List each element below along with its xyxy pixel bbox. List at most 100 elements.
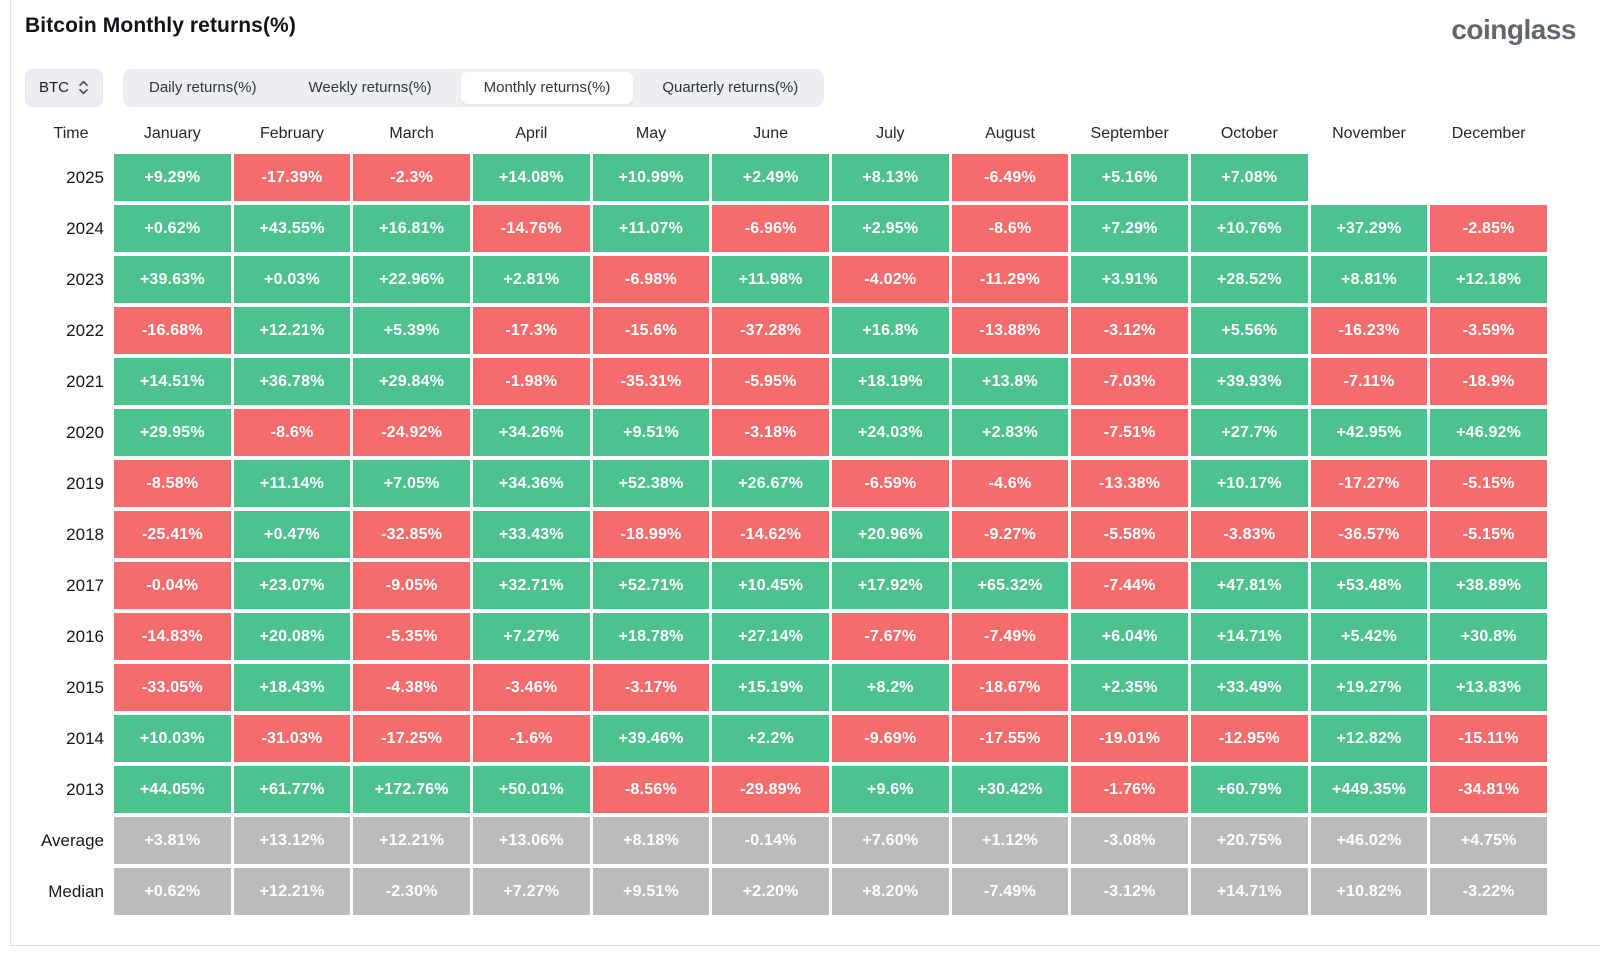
- return-cell: -1.98%: [472, 358, 590, 405]
- return-cell: +50.01%: [472, 766, 590, 813]
- row-label: 2013: [66, 779, 104, 799]
- return-cell: +14.51%: [114, 358, 231, 405]
- return-cell: +13.83%: [1430, 664, 1547, 711]
- return-cell: -15.11%: [1430, 715, 1547, 762]
- return-cell: +11.07%: [592, 205, 710, 252]
- row-label: 2015: [66, 677, 104, 697]
- tab-weekly-returns[interactable]: Weekly returns(%): [283, 69, 458, 107]
- return-cell: +61.77%: [233, 766, 351, 813]
- return-cell: -3.08%: [1071, 817, 1188, 864]
- return-cell: +12.21%: [233, 868, 351, 915]
- return-cell: -17.27%: [1310, 460, 1428, 507]
- return-cell: -5.95%: [712, 358, 829, 405]
- return-cell: [1311, 154, 1428, 201]
- return-cell: +3.81%: [114, 817, 231, 864]
- return-cell: +14.71%: [1190, 868, 1308, 915]
- return-cell: -14.83%: [114, 613, 231, 660]
- return-cell: -6.59%: [831, 460, 949, 507]
- return-cell: -8.6%: [951, 205, 1069, 252]
- return-cell: +24.03%: [831, 409, 949, 456]
- page-container: Bitcoin Monthly returns(%) coinglass BTC…: [10, 0, 1600, 946]
- return-cell: +2.95%: [831, 205, 949, 252]
- page-title: Bitcoin Monthly returns(%): [25, 14, 296, 37]
- month-column-header: July: [876, 124, 905, 142]
- return-cell: -29.89%: [712, 766, 829, 813]
- symbol-selector[interactable]: BTC: [25, 68, 103, 107]
- return-cell: +7.60%: [831, 817, 949, 864]
- return-cell: +33.43%: [472, 511, 590, 558]
- return-cell: +34.26%: [472, 409, 590, 456]
- return-cell: -18.9%: [1430, 358, 1547, 405]
- month-column-header: June: [753, 124, 788, 142]
- return-cell: -35.31%: [592, 358, 710, 405]
- return-cell: +16.8%: [831, 307, 949, 354]
- tab-quarterly-returns[interactable]: Quarterly returns(%): [636, 69, 824, 107]
- return-cell: -18.67%: [951, 664, 1069, 711]
- return-cell: +4.75%: [1430, 817, 1547, 864]
- return-cell: -3.18%: [712, 409, 829, 456]
- return-cell: -5.15%: [1430, 511, 1547, 558]
- return-cell: -4.02%: [831, 256, 949, 303]
- return-cell: +33.49%: [1190, 664, 1308, 711]
- return-cell: +16.81%: [353, 205, 470, 252]
- return-cell: +7.27%: [472, 868, 590, 915]
- return-cell: +2.20%: [712, 868, 829, 915]
- return-cell: -9.27%: [951, 511, 1069, 558]
- return-cell: +46.92%: [1430, 409, 1547, 456]
- return-cell: -3.12%: [1071, 868, 1188, 915]
- row-label: 2025: [66, 167, 104, 187]
- return-cell: -6.96%: [712, 205, 829, 252]
- return-cell: +12.21%: [353, 817, 470, 864]
- return-cell: +47.81%: [1190, 562, 1308, 609]
- return-cell: -7.67%: [831, 613, 949, 660]
- return-cell: +2.81%: [472, 256, 590, 303]
- return-cell: +0.62%: [114, 868, 231, 915]
- return-cell: -2.3%: [353, 154, 470, 201]
- return-cell: -36.57%: [1310, 511, 1428, 558]
- return-cell: -5.15%: [1430, 460, 1547, 507]
- return-cell: -6.49%: [951, 154, 1069, 201]
- return-cell: -7.44%: [1071, 562, 1188, 609]
- return-cell: +7.08%: [1190, 154, 1308, 201]
- tab-monthly-returns[interactable]: Monthly returns(%): [460, 71, 634, 104]
- return-cell: +2.49%: [712, 154, 829, 201]
- coinglass-logo: coinglass: [1451, 14, 1576, 45]
- return-cell: +14.08%: [472, 154, 590, 201]
- month-column-header: May: [635, 124, 667, 142]
- return-cell: -3.59%: [1430, 307, 1547, 354]
- return-cell: +26.67%: [712, 460, 829, 507]
- return-cell: -3.12%: [1071, 307, 1188, 354]
- return-cell: -9.69%: [831, 715, 949, 762]
- month-column-header: September: [1090, 124, 1169, 142]
- return-cell: -4.6%: [951, 460, 1069, 507]
- tab-daily-returns[interactable]: Daily returns(%): [123, 69, 283, 107]
- return-cell: +5.56%: [1190, 307, 1308, 354]
- return-cell: +20.75%: [1190, 817, 1308, 864]
- return-cell: +2.35%: [1071, 664, 1188, 711]
- return-cell: +52.71%: [592, 562, 710, 609]
- return-cell: +44.05%: [114, 766, 231, 813]
- return-cell: -3.46%: [472, 664, 590, 711]
- return-cell: -14.62%: [712, 511, 829, 558]
- return-cell: -32.85%: [353, 511, 470, 558]
- return-cell: +172.76%: [353, 766, 470, 813]
- month-column-header: November: [1332, 124, 1406, 142]
- month-column-header: January: [143, 124, 201, 142]
- return-cell: -13.38%: [1071, 460, 1188, 507]
- row-label: Average: [40, 830, 104, 850]
- return-cell: +39.63%: [114, 256, 231, 303]
- row-label: 2023: [66, 269, 104, 289]
- return-cell: +9.51%: [592, 409, 710, 456]
- return-cell: +7.27%: [472, 613, 590, 660]
- month-column-header: February: [259, 124, 324, 142]
- return-cell: +46.02%: [1310, 817, 1428, 864]
- return-cell: +12.21%: [233, 307, 351, 354]
- return-cell: +3.91%: [1071, 256, 1188, 303]
- return-cell: +38.89%: [1430, 562, 1547, 609]
- return-cell: +7.05%: [353, 460, 470, 507]
- return-cell: +29.84%: [353, 358, 470, 405]
- return-cell: +9.6%: [831, 766, 949, 813]
- return-cell: -19.01%: [1071, 715, 1188, 762]
- return-cell: +14.71%: [1190, 613, 1308, 660]
- return-cell: -15.6%: [592, 307, 710, 354]
